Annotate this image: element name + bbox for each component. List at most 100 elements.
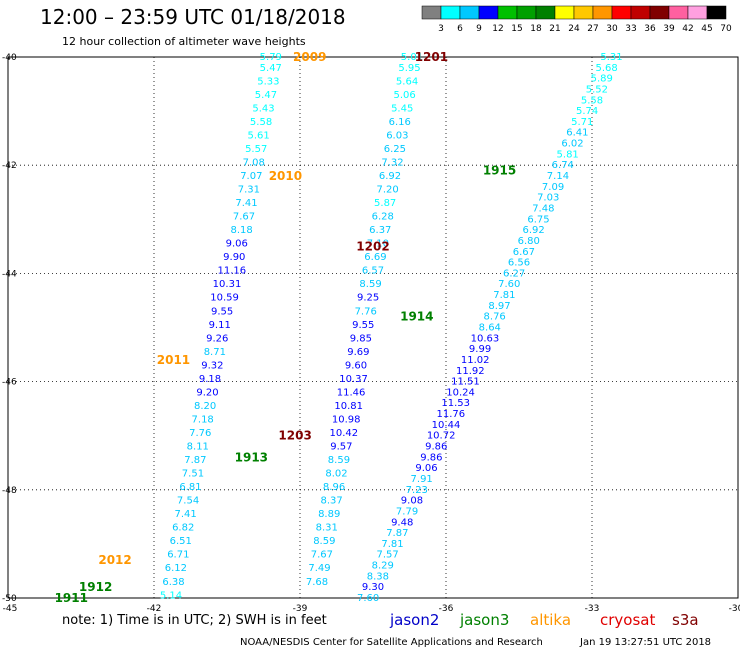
wave-height-point: 8.29 [372,561,394,572]
wave-height-point: 10.72 [427,431,456,442]
colorbar-label: 45 [701,24,712,34]
wave-height-point: 8.59 [328,455,350,466]
wave-height-point: 7.76 [189,428,211,439]
wave-height-point: 10.59 [210,293,239,304]
y-tick-label: -40 [2,53,17,63]
wave-height-point: 9.86 [420,452,442,463]
chart-title: 12:00 – 23:59 UTC 01/18/2018 [40,5,346,29]
time-label: 1915 [483,164,516,178]
x-tick-label: -30 [729,604,740,614]
y-tick-label: -48 [2,486,17,496]
y-tick-label: -50 [2,594,17,604]
wave-height-point: 6.82 [172,523,194,534]
wave-height-point: 9.85 [350,333,372,344]
wave-height-point: 9.11 [209,320,231,331]
wave-height-point: 7.76 [355,306,377,317]
wave-height-point: 8.89 [318,509,340,520]
footer-note: note: 1) Time is in UTC; 2) SWH is in fe… [62,613,327,628]
x-tick-label: -39 [293,604,308,614]
wave-height-point: 7.87 [184,455,206,466]
wave-height-point: 11.53 [441,398,470,409]
wave-height-point: 9.18 [199,374,221,385]
wave-height-point: 7.60 [357,593,379,604]
wave-height-point: 9.60 [345,360,367,371]
wave-height-point: 6.75 [527,214,549,225]
wave-height-point: 9.30 [362,582,384,593]
time-label: 1911 [55,591,88,605]
wave-height-point: 7.41 [175,509,197,520]
wave-height-point: 8.64 [479,323,501,334]
wave-height-point: 7.67 [311,550,333,561]
colorbar-swatch [668,5,689,20]
wave-height-point: 5.33 [257,76,279,87]
colorbar-label: 24 [568,24,580,34]
colorbar-label: 9 [476,24,482,34]
wave-height-point: 6.51 [170,536,192,547]
wave-height-point: 8.38 [367,571,389,582]
wave-height-point: 7.07 [240,171,262,182]
footer-credit: NOAA/NESDIS Center for Satellite Applica… [240,637,543,648]
wave-height-point: 7.49 [308,563,330,574]
wave-height-point: 7.23 [406,485,428,496]
wave-height-point: 8.02 [325,469,347,480]
time-label: 2009 [293,50,326,64]
wave-height-point: 5.14 [160,590,182,601]
colorbar-swatch [630,5,651,20]
wave-height-point: 5.61 [248,130,270,141]
wave-height-point: 5.71 [571,117,593,128]
wave-height-point: 5.89 [591,74,613,85]
wave-height-point: 9.99 [469,344,491,355]
wave-height-point: 11.51 [451,377,480,388]
wave-height-point: 5.43 [252,103,274,114]
wave-height-point: 9.69 [347,347,369,358]
colorbar-label: 27 [587,24,598,34]
colorbar-label: 42 [682,24,693,34]
legend-jason3: jason3 [459,611,509,629]
wave-height-point: 6.80 [518,236,540,247]
wave-height-point: 7.54 [177,496,199,507]
colorbar-swatch [497,5,518,20]
colorbar-swatch [459,5,480,20]
colorbar-label: 12 [492,24,503,34]
wave-height-point: 6.37 [369,225,391,236]
colorbar-label: 36 [644,24,656,34]
wave-height-point: 7.60 [498,279,520,290]
satellite-tracks: 5.795.475.335.475.435.585.615.577.087.07… [160,52,623,604]
wave-height-point: 8.97 [488,301,510,312]
wave-height-point: 7.41 [235,198,257,209]
wave-height-point: 5.45 [391,103,413,114]
wave-height-point: 9.57 [330,442,352,453]
wave-height-point: 10.42 [329,428,358,439]
wave-height-point: 9.55 [352,320,374,331]
time-label: 1913 [235,450,268,464]
colorbar-swatch [611,5,632,20]
wave-height-point: 9.08 [401,496,423,507]
wave-height-point: 11.92 [456,366,485,377]
wave-height-point: 9.48 [391,517,413,528]
wave-height-point: 7.67 [233,212,255,223]
wave-height-point: 6.25 [384,144,406,155]
wave-height-point: 10.63 [471,333,500,344]
y-tick-label: -42 [2,161,17,171]
wave-height-point: 8.59 [313,536,335,547]
y-tick-label: -44 [2,269,17,279]
wave-height-point: 8.31 [316,523,338,534]
wave-height-point: 7.81 [493,290,515,301]
wave-height-point: 5.47 [260,63,282,74]
wave-height-point: 6.57 [362,266,384,277]
colorbar-label: 70 [720,24,732,34]
wave-height-point: 7.10 [367,239,389,250]
wave-height-point: 7.03 [537,193,559,204]
legend-jason2: jason2 [389,611,439,629]
wave-height-point: 7.68 [306,577,328,588]
wave-height-point: 11.02 [461,355,490,366]
colorbar-label: 30 [606,24,618,34]
wave-height-point: 5.58 [581,95,603,106]
wave-height-point: 7.20 [376,185,398,196]
wave-height-point: 5.52 [586,84,608,95]
time-label: 1201 [415,50,448,64]
wave-height-point: 8.59 [359,279,381,290]
wave-height-point: 8.96 [323,482,345,493]
wave-height-point: 10.31 [213,279,242,290]
